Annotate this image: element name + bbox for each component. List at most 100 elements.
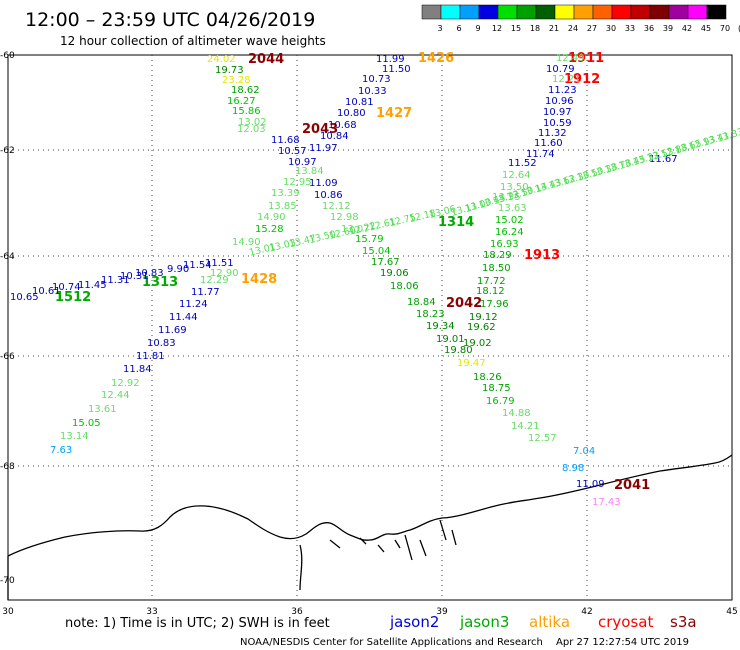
- wave-height-value: 12.64: [502, 170, 531, 181]
- colorbar-label: 45: [701, 24, 711, 33]
- wave-height-value: 18.84: [407, 297, 436, 308]
- wave-height-value: 11.67: [649, 154, 678, 165]
- lon-label: 45: [726, 607, 737, 617]
- wave-height-value: 15.28: [255, 224, 284, 235]
- wave-height-value: 10.74: [52, 282, 81, 293]
- wave-height-value: 13.85: [268, 201, 297, 212]
- colorbar-label: 21: [549, 24, 559, 33]
- wave-height-value: 7.63: [50, 445, 72, 456]
- wave-height-value: 14.90: [257, 212, 286, 223]
- wave-height-value: 18.06: [390, 281, 419, 292]
- wave-height-value: 11.23: [548, 85, 577, 96]
- colorbar-label: 9: [475, 24, 480, 33]
- wave-height-value: 15.86: [232, 106, 261, 117]
- wave-height-value: 13.61: [88, 404, 117, 415]
- colorbar-swatch: [516, 4, 537, 20]
- wave-height-value: 11.44: [169, 312, 198, 323]
- wave-height-value: 18.23: [416, 309, 445, 320]
- lon-label: 33: [146, 607, 157, 617]
- wave-height-value: 10.80: [337, 108, 366, 119]
- wave-height-value: 11.09: [309, 178, 338, 189]
- colorbar-label: 42: [682, 24, 692, 33]
- wave-height-value: 11.50: [382, 64, 411, 75]
- wave-height-value: 13.39: [271, 188, 300, 199]
- wave-height-value: 10.84: [320, 131, 349, 142]
- colorbar-swatch: [592, 4, 613, 20]
- pass-time-label: 2041: [614, 478, 650, 493]
- wave-height-value: 11.24: [179, 299, 208, 310]
- wave-height-value: 12.03: [237, 124, 266, 135]
- wave-height-value: 10.33: [358, 86, 387, 97]
- wave-height-value: 11.60: [534, 138, 563, 149]
- wave-height-value: 13.14: [60, 431, 89, 442]
- pass-time-label: 1427: [376, 106, 412, 121]
- colorbar-swatch: [611, 4, 632, 20]
- wave-height-value: 14.21: [511, 421, 540, 432]
- colorbar-swatch: [573, 4, 594, 20]
- pass-time-label: 1913: [524, 248, 560, 263]
- colorbar-swatch: [497, 4, 518, 20]
- legend-jason3: jason3: [459, 613, 509, 631]
- wave-height-value: 13.50: [500, 182, 529, 193]
- wave-height-value: 8.98: [562, 463, 584, 474]
- wave-height-value: 12.95: [283, 177, 312, 188]
- wave-height-value: 12.92: [111, 378, 140, 389]
- wave-height-value: 15.79: [355, 234, 384, 245]
- wave-height-value: 7.04: [573, 446, 595, 457]
- wave-height-value: 19.62: [467, 322, 496, 333]
- wave-height-value: 11.74: [526, 149, 555, 160]
- wave-height-value: 12.49: [556, 53, 585, 64]
- colorbar-swatch: [440, 4, 461, 20]
- wave-height-value: 10.57: [278, 146, 307, 157]
- legend-s3a: s3a: [670, 613, 697, 631]
- wave-height-value: 10.83: [147, 338, 176, 349]
- wave-height-value: 23.28: [222, 75, 251, 86]
- colorbar-label: 12: [492, 24, 502, 33]
- wave-height-value: 15.04: [362, 246, 391, 257]
- pass-time-label: 1314: [438, 215, 474, 230]
- wave-height-value: 19.02: [463, 338, 492, 349]
- satellite-legend: jason2 jason3 altika cryosat s3a: [389, 613, 697, 631]
- wave-height-value: 18.29: [483, 250, 512, 261]
- wave-height-value: 10.96: [545, 96, 574, 107]
- wave-height-value: 10.73: [362, 74, 391, 85]
- lat-label: -68: [0, 462, 15, 472]
- pass-time-label: 2044: [248, 52, 284, 67]
- footer-note: note: 1) Time is in UTC; 2) SWH is in fe…: [65, 616, 330, 631]
- wave-height-value: 11.99: [376, 54, 405, 65]
- footer-credit: NOAA/NESDIS Center for Satellite Applica…: [240, 637, 543, 648]
- wave-height-value: 19.06: [380, 268, 409, 279]
- wave-height-value: 12.21: [552, 74, 581, 85]
- pass-time-label: 2043: [302, 122, 338, 137]
- pass-time-label: 1313: [142, 275, 178, 290]
- wave-height-value: 13.84: [295, 166, 324, 177]
- colorbar-swatch: [706, 4, 727, 20]
- colorbar-swatch: [554, 4, 575, 20]
- wave-height-value: 13.35: [492, 192, 521, 203]
- wave-height-value: 13.63: [498, 203, 527, 214]
- colorbar-label: 30: [606, 24, 616, 33]
- colorbar-label: 18: [530, 24, 540, 33]
- wave-height-value: 16.27: [227, 96, 256, 107]
- lon-label: 42: [581, 607, 592, 617]
- wave-height-value: 13.07: [341, 224, 370, 235]
- wave-height-value: 12.29: [200, 275, 229, 286]
- wave-height-value: 18.75: [482, 383, 511, 394]
- wave-height-value: 16.79: [486, 396, 515, 407]
- wave-height-value: 11.32: [538, 128, 567, 139]
- wave-height-value: 11.09: [576, 479, 605, 490]
- wave-height-value: 15.05: [72, 418, 101, 429]
- pass-time-label: 1426: [418, 51, 454, 66]
- plot-area: [7, 54, 733, 601]
- antarctic-coastline: [7, 454, 733, 600]
- wave-height-value: 10.59: [543, 118, 572, 129]
- wave-height-value: 11.52: [508, 158, 537, 169]
- wave-height-value: 17.43: [592, 497, 621, 508]
- wave-height-value: 17.72: [477, 276, 506, 287]
- lat-label: -66: [0, 352, 15, 362]
- wave-height-value: 14.90: [232, 237, 261, 248]
- wave-height-value: 10.86: [314, 190, 343, 201]
- wave-height-value: 12.57: [528, 433, 557, 444]
- wave-height-value: 24.02: [207, 54, 236, 65]
